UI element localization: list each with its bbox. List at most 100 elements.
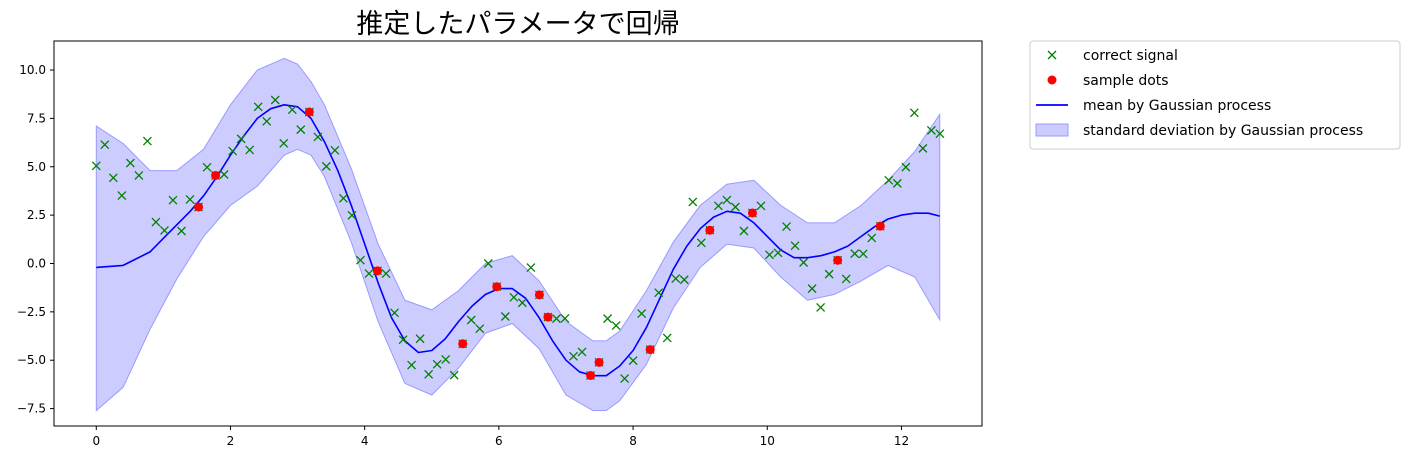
sample-dot	[645, 345, 655, 355]
legend-marker-correct	[1047, 50, 1057, 60]
legend-label: sample dots	[1083, 73, 1169, 89]
correct-signal-point	[730, 202, 740, 212]
correct-signal-point	[142, 136, 152, 146]
correct-signal-point	[390, 308, 399, 318]
sample-dot-markers	[194, 107, 885, 381]
correct-signal-point	[577, 347, 587, 357]
correct-signal-point	[253, 102, 263, 112]
legend-label: standard deviation by Gaussian process	[1083, 123, 1363, 139]
plot-area	[91, 57, 945, 412]
y-tick-label: 7.5	[27, 111, 46, 125]
sample-dot	[747, 208, 757, 218]
correct-signal-point	[338, 193, 348, 203]
y-tick-label: −2.5	[17, 305, 46, 319]
x-tick-label: 6	[495, 434, 503, 448]
mean-line	[96, 104, 940, 377]
correct-signal-point	[662, 333, 672, 343]
correct-signal-point	[884, 175, 894, 185]
sample-dot	[372, 266, 382, 276]
correct-signal-point	[134, 171, 144, 180]
correct-signal-point	[918, 143, 928, 153]
y-tick-label: 5.0	[27, 160, 46, 174]
correct-signal-point	[159, 225, 169, 235]
correct-signal-point	[449, 370, 459, 380]
sample-dot	[833, 255, 843, 265]
correct-signal-point	[125, 158, 135, 168]
correct-signal-point	[858, 249, 868, 259]
correct-signal-point	[330, 145, 340, 155]
correct-signal-point	[790, 241, 800, 251]
x-tick-label: 2	[227, 434, 235, 448]
correct-signal-point	[117, 191, 127, 201]
sample-dot	[458, 339, 468, 349]
correct-signal-point	[500, 312, 510, 321]
correct-signal-point	[696, 238, 706, 248]
correct-signal-point	[654, 288, 664, 298]
sample-dot	[543, 312, 553, 322]
correct-signal-point	[432, 359, 442, 369]
correct-signal-point	[765, 250, 774, 260]
x-tick-label: 4	[361, 434, 369, 448]
correct-signal-point	[824, 269, 834, 279]
axes: 0 2 4 6 8 10 12 −7.5 −5.0 −2.5 0.0 2.5 5.0 7.5 10.0	[17, 40, 983, 448]
sample-dot	[304, 107, 314, 117]
correct-signal-point	[782, 222, 791, 231]
correct-signal-point	[517, 298, 527, 308]
correct-signal-point	[867, 233, 877, 243]
correct-signal-point	[279, 138, 289, 148]
chart-title: 推定したパラメータで回帰	[356, 9, 679, 40]
plot-content	[91, 57, 945, 412]
correct-signal-point	[569, 351, 578, 361]
correct-signal-point	[177, 226, 186, 236]
correct-signal-point	[816, 302, 826, 312]
correct-signal-point	[202, 162, 212, 172]
x-tick-label: 8	[629, 434, 637, 448]
x-tick-label: 10	[760, 434, 775, 448]
correct-signal-point	[287, 105, 297, 115]
sample-dot	[534, 290, 544, 300]
legend-marker-sample	[1047, 75, 1057, 85]
correct-signal-point	[603, 314, 613, 324]
correct-signal-point	[713, 201, 723, 211]
correct-signal-point	[935, 129, 945, 139]
correct-signal-point	[901, 162, 911, 172]
std-band	[95, 57, 941, 412]
legend-label: mean by Gaussian process	[1083, 98, 1271, 114]
correct-signal-point	[509, 292, 519, 302]
correct-signal-point	[108, 173, 118, 183]
correct-signal-point	[364, 269, 374, 279]
correct-signal-point	[475, 324, 485, 334]
correct-signal-point	[892, 178, 902, 188]
legend-label: correct signal	[1083, 48, 1178, 64]
legend-marker-band	[1035, 123, 1069, 137]
correct-signal-point	[441, 354, 451, 364]
correct-signal-point	[807, 284, 817, 294]
correct-signal-point	[799, 258, 809, 267]
correct-signal-point	[347, 210, 357, 220]
correct-signal-point	[628, 356, 638, 366]
correct-signal-point	[100, 140, 110, 150]
correct-signal-point	[296, 125, 306, 135]
correct-signal-point	[909, 108, 919, 118]
correct-signal-point	[483, 259, 493, 268]
correct-signal-point	[841, 274, 851, 284]
y-tick-label: 2.5	[27, 208, 46, 222]
correct-signal-point	[688, 197, 698, 207]
correct-signal-point	[551, 314, 561, 324]
correct-signal-point	[560, 313, 570, 323]
correct-signal-point	[236, 134, 246, 144]
correct-signal-point	[637, 309, 647, 319]
correct-signal-point	[313, 132, 323, 142]
correct-signal-point	[850, 249, 860, 259]
sample-dot	[705, 225, 715, 235]
sample-dot	[211, 170, 221, 180]
correct-signal-point	[355, 255, 365, 265]
correct-signal-point	[270, 95, 280, 105]
correct-signal-point	[245, 145, 255, 155]
legend-box	[1029, 40, 1401, 150]
correct-signal-point	[671, 274, 681, 284]
correct-signal-point	[228, 146, 238, 156]
correct-signal-point	[756, 201, 766, 211]
correct-signal-point	[679, 275, 689, 285]
correct-signal-point	[262, 116, 272, 126]
